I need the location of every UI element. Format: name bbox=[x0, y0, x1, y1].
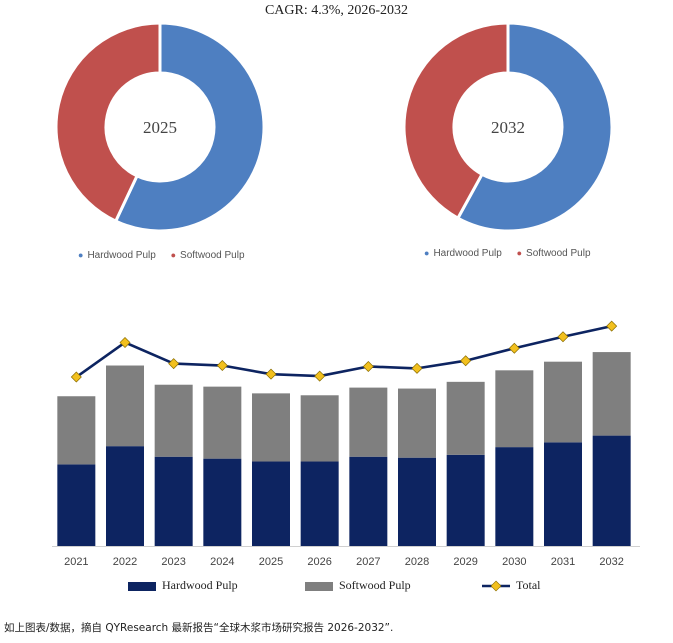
total-marker-2026 bbox=[314, 370, 326, 382]
legend-marker-softwood: ● bbox=[516, 248, 523, 258]
donut-center-label: 2032 bbox=[491, 118, 525, 137]
legend-item-hardwood: ● Hardwood Pulp bbox=[424, 248, 502, 259]
bar-hardwood-2031 bbox=[544, 442, 582, 546]
total-marker-2030 bbox=[508, 342, 520, 354]
x-tick-label: 2023 bbox=[161, 556, 185, 568]
total-marker-2025 bbox=[265, 368, 277, 380]
donut-slice-softwood bbox=[54, 21, 162, 224]
legend-item-softwood: ● Softwood Pulp bbox=[517, 248, 591, 259]
legend-label: Hardwood Pulp bbox=[162, 578, 238, 592]
x-tick-label: 2031 bbox=[551, 556, 575, 568]
legend-label: Softwood Pulp bbox=[339, 578, 411, 592]
bar-softwood-2022 bbox=[106, 365, 144, 447]
bar-softwood-2026 bbox=[300, 395, 339, 462]
bar-hardwood-2024 bbox=[203, 458, 242, 546]
cagr-title: CAGR: 4.3%, 2026-2032 bbox=[264, 3, 409, 18]
legend-label: Softwood Pulp bbox=[526, 248, 591, 259]
bar-hardwood-2026 bbox=[300, 461, 339, 546]
donut-center-label: 2025 bbox=[143, 118, 177, 137]
x-tick-label: 2029 bbox=[453, 556, 477, 568]
legend-label: Hardwood Pulp bbox=[433, 248, 502, 259]
bar-hardwood-2028 bbox=[398, 457, 436, 546]
x-tick-label: 2024 bbox=[210, 556, 234, 568]
legend-marker-hardwood: ● bbox=[78, 250, 84, 260]
x-tick-label: 2028 bbox=[405, 556, 429, 568]
legend-label: Softwood Pulp bbox=[180, 250, 245, 261]
total-marker-2021 bbox=[70, 371, 82, 383]
bar-softwood-2028 bbox=[398, 388, 436, 458]
x-tick-label: 2025 bbox=[259, 556, 283, 568]
bar-softwood-2030 bbox=[495, 370, 534, 448]
total-marker-2029 bbox=[460, 355, 472, 367]
bar-softwood-2024 bbox=[203, 386, 242, 459]
legend-label: Hardwood Pulp bbox=[87, 250, 156, 261]
bar-hardwood-2032 bbox=[592, 435, 631, 546]
bar-softwood-2025 bbox=[252, 393, 290, 462]
legend-marker-hardwood: ● bbox=[424, 248, 430, 258]
donut-chart-2032: 2032 bbox=[402, 21, 614, 233]
bar-hardwood-2021 bbox=[57, 464, 96, 546]
total-marker-2022 bbox=[119, 336, 131, 348]
bar-hardwood-2023 bbox=[154, 456, 193, 546]
x-tick-label: 2026 bbox=[307, 556, 331, 568]
stacked-bar-chart: 2021 2022 2023 2024 2025 2026 2027 2028 2029 2030… bbox=[52, 320, 640, 568]
bar-hardwood-2022 bbox=[106, 446, 144, 546]
donut-legend-2025: ● Hardwood Pulp ● Softwood Pulp bbox=[78, 250, 257, 261]
bar-hardwood-2025 bbox=[252, 461, 290, 546]
bar-softwood-2032 bbox=[592, 352, 631, 436]
x-tick-label: 2032 bbox=[599, 556, 623, 568]
donut-slice-hardwood bbox=[113, 21, 266, 233]
bar-softwood-2021 bbox=[57, 396, 96, 465]
donut-slice-hardwood bbox=[455, 21, 614, 233]
x-tick-label: 2021 bbox=[64, 556, 88, 568]
legend-label: Total bbox=[516, 578, 541, 592]
donut-slice-softwood bbox=[402, 21, 510, 221]
bar-hardwood-2030 bbox=[495, 447, 534, 546]
legend-item-softwood: Softwood Pulp bbox=[305, 578, 411, 593]
total-marker-2032 bbox=[606, 320, 618, 332]
legend-swatch-hardwood bbox=[128, 581, 156, 591]
legend-item-softwood: ● Softwood Pulp bbox=[171, 250, 245, 261]
x-tick-label: 2030 bbox=[502, 556, 526, 568]
x-tick-label: 2022 bbox=[113, 556, 137, 568]
total-marker-2028 bbox=[411, 362, 423, 374]
bar-softwood-2023 bbox=[154, 384, 193, 457]
total-line bbox=[75, 324, 612, 379]
source-note: 如上图表/数据，摘自 QYResearch 最新报告“全球木浆市场研究报告 20… bbox=[4, 622, 394, 634]
legend-item-total: Total bbox=[482, 578, 541, 593]
bar-softwood-2027 bbox=[349, 387, 388, 457]
legend-marker-softwood: ● bbox=[170, 250, 177, 260]
total-marker-2031 bbox=[557, 331, 569, 343]
bar-hardwood-2029 bbox=[446, 454, 485, 546]
bar-softwood-2031 bbox=[544, 361, 582, 443]
legend-item-hardwood: Hardwood Pulp bbox=[128, 578, 238, 593]
legend-swatch-softwood bbox=[305, 581, 333, 591]
total-marker-2024 bbox=[216, 360, 228, 372]
bar-hardwood-2027 bbox=[349, 456, 388, 546]
donut-legend-2032: ● Hardwood Pulp ● Softwood Pulp bbox=[424, 248, 603, 259]
legend-item-hardwood: ● Hardwood Pulp bbox=[78, 250, 156, 261]
donut-chart-2025: 2025 bbox=[54, 21, 266, 233]
legend-swatch-total bbox=[482, 580, 510, 592]
bar-softwood-2029 bbox=[446, 381, 485, 455]
total-marker-2027 bbox=[362, 360, 374, 372]
total-marker-2023 bbox=[168, 358, 180, 370]
x-tick-label: 2027 bbox=[356, 556, 380, 568]
bar-chart-legend: Hardwood Pulp Softwood Pulp Total bbox=[0, 578, 673, 598]
